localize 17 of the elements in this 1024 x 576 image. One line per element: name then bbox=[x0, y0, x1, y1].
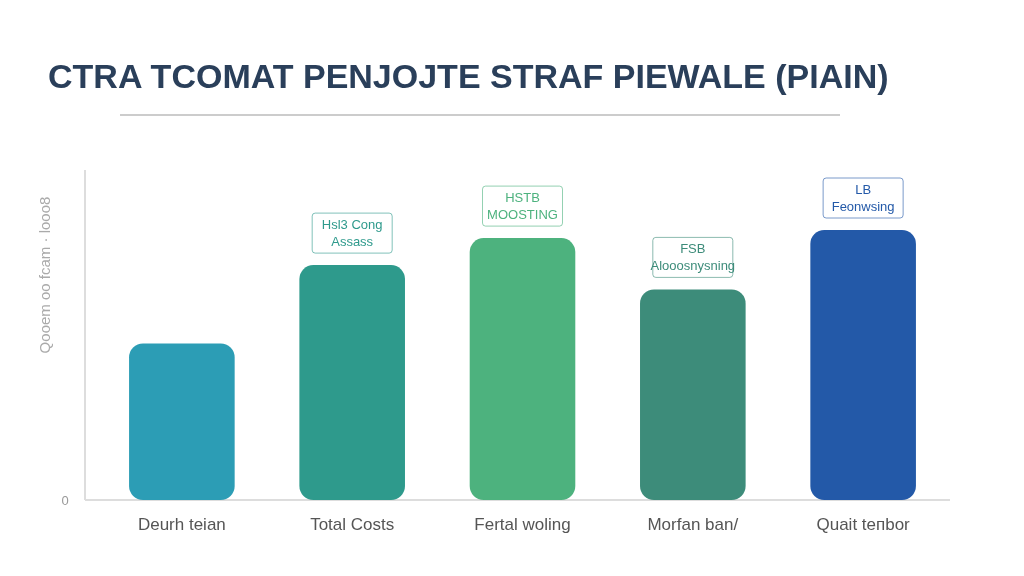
x-tick-label: Fertal woling bbox=[474, 515, 571, 534]
annotation: FSB Alooosnysning bbox=[650, 241, 736, 274]
chart-title: CTRA TCOMAT PENJOJTE STRAF PIEWALE (PIAIN) bbox=[48, 57, 889, 95]
x-tick-label: Quait teпbor bbox=[816, 515, 911, 534]
text: HSTB MOOSTING bbox=[487, 190, 558, 223]
x-tick-label: Morfan ban/ bbox=[647, 515, 739, 534]
bar bbox=[299, 265, 405, 500]
bar bbox=[129, 343, 235, 500]
text: 0 bbox=[61, 493, 69, 508]
y-axis-title: Qooem oo fcam · looo8 bbox=[36, 196, 53, 354]
x-tick-label: Total Costs bbox=[310, 515, 395, 534]
annotation: Hsl3 Cong Assass bbox=[321, 217, 383, 250]
x-tick-label: Deurh teian bbox=[137, 515, 226, 534]
text: LB Feonwsing bbox=[831, 182, 895, 214]
bar bbox=[640, 289, 746, 500]
bar bbox=[469, 238, 576, 500]
bar bbox=[810, 230, 916, 500]
